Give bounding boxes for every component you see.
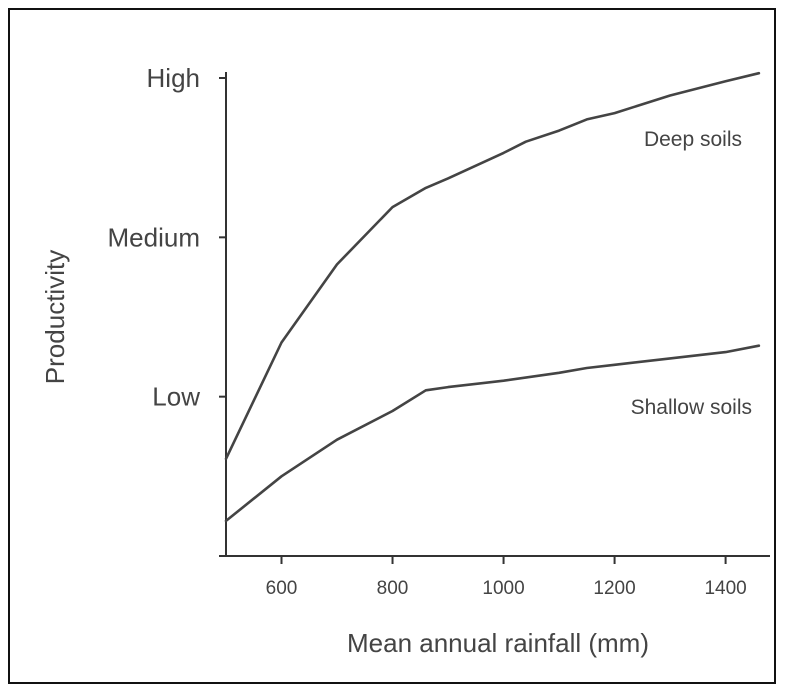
series-line-deep-soils [224, 71, 761, 461]
y-ticks: Low Medium High [108, 63, 226, 557]
y-tick-label: Medium [108, 222, 200, 252]
chart-frame [8, 8, 776, 684]
y-axis-title: Productivity [40, 250, 70, 384]
series-line-shallow-soils [224, 344, 761, 523]
x-ticks: 600 800 1000 1200 1400 [266, 556, 747, 599]
series-label-deep-soils: Deep soils [644, 128, 742, 151]
x-tick-label: 1200 [593, 578, 635, 599]
series-lines [224, 71, 761, 523]
axes [220, 72, 770, 557]
x-tick-label: 600 [266, 578, 298, 599]
series-labels: Deep soils Shallow soils [631, 128, 752, 419]
series-label-shallow-soils: Shallow soils [631, 396, 752, 419]
x-axis-title: Mean annual rainfall (mm) [347, 628, 649, 658]
y-tick-label: Low [152, 382, 200, 412]
x-tick-label: 1400 [704, 578, 746, 599]
y-tick-label: High [147, 63, 200, 93]
x-tick-label: 800 [377, 578, 409, 599]
x-tick-label: 1000 [482, 578, 524, 599]
